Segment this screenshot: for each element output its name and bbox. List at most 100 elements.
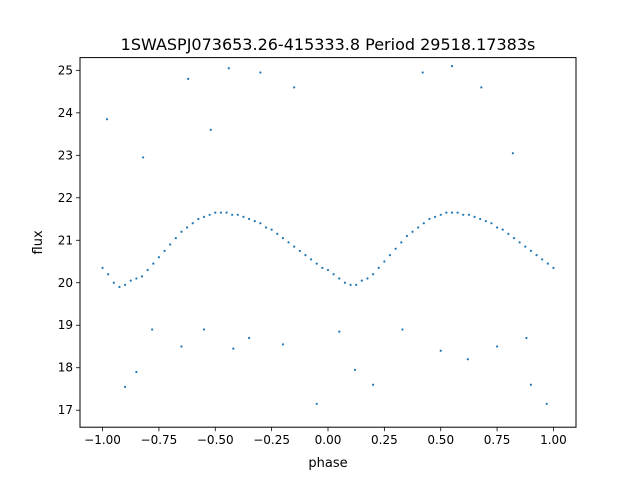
data-point	[450, 211, 454, 214]
data-point	[242, 215, 245, 219]
data-point	[259, 222, 262, 225]
x-tick-label: 0.25	[371, 433, 398, 447]
data-point	[495, 345, 499, 348]
data-point	[123, 385, 127, 388]
data-point	[371, 273, 375, 276]
data-point	[123, 283, 127, 286]
data-point	[187, 77, 190, 80]
data-point	[338, 277, 341, 280]
x-axis-label: phase	[308, 456, 347, 471]
data-point	[152, 262, 155, 265]
y-axis: 17 18 19 20 21 22 23 24 25	[58, 63, 80, 417]
data-point	[535, 254, 538, 257]
data-point	[219, 211, 223, 214]
data-point	[433, 215, 437, 219]
data-point	[518, 241, 521, 244]
data-point	[202, 328, 206, 331]
data-point	[394, 247, 397, 250]
data-point	[439, 213, 442, 216]
data-point	[552, 266, 555, 269]
data-point	[422, 222, 425, 225]
y-tick-label: 25	[58, 63, 73, 77]
data-point	[366, 277, 369, 280]
y-tick-label: 24	[58, 106, 73, 120]
y-tick-label: 17	[58, 403, 73, 417]
data-point	[495, 226, 499, 229]
data-point	[163, 249, 166, 252]
data-point	[264, 226, 268, 229]
data-point	[180, 345, 183, 348]
data-point	[287, 241, 290, 244]
x-tick-label: −0.75	[141, 433, 178, 447]
data-point	[484, 220, 487, 223]
x-tick-label: 0.00	[315, 433, 342, 447]
x-tick-label: −1.00	[84, 433, 121, 447]
data-point	[214, 211, 217, 214]
y-tick-label: 23	[58, 148, 73, 162]
data-point	[208, 213, 211, 216]
data-point	[304, 254, 307, 257]
data-point	[524, 245, 527, 248]
data-point	[428, 217, 431, 221]
data-point	[355, 283, 358, 286]
data-point	[405, 234, 409, 238]
data-point	[507, 232, 510, 235]
data-point	[135, 370, 138, 374]
data-point	[174, 237, 177, 240]
data-point	[338, 330, 341, 333]
data-point	[191, 222, 194, 225]
data-point	[349, 283, 352, 286]
data-point	[401, 328, 404, 331]
data-point	[298, 249, 301, 252]
data-point	[225, 211, 228, 214]
x-tick-label: 0.50	[427, 433, 454, 447]
data-point	[411, 230, 414, 233]
data-point	[473, 215, 476, 219]
data-point	[236, 213, 239, 216]
data-point	[142, 156, 145, 159]
data-point	[511, 152, 514, 155]
data-point	[450, 65, 454, 68]
data-point	[129, 279, 132, 282]
data-point	[315, 402, 318, 405]
data-point	[445, 211, 448, 214]
x-tick-label: −0.50	[197, 433, 234, 447]
chart-title: 1SWASPJ073653.26-415333.8 Period 29518.1…	[121, 35, 536, 54]
x-axis: −1.00 −0.75 −0.50 −0.25 0.00 0.25 0.50 0.75 1.00	[84, 427, 567, 447]
x-tick-label: 1.00	[540, 433, 567, 447]
y-tick-label: 19	[58, 318, 73, 332]
data-point	[501, 228, 504, 231]
data-point	[209, 128, 212, 131]
data-point	[309, 258, 313, 261]
data-point	[169, 243, 172, 246]
data-point	[545, 402, 548, 405]
y-tick-label: 22	[58, 191, 73, 205]
data-point	[353, 368, 357, 371]
data-point	[231, 213, 234, 216]
y-tick-label: 18	[58, 361, 73, 375]
data-point	[479, 217, 482, 221]
data-point	[151, 328, 154, 331]
data-point	[180, 230, 183, 233]
data-point	[546, 262, 549, 265]
data-point	[525, 336, 528, 340]
data-point	[456, 211, 459, 214]
data-point	[101, 266, 104, 269]
data-point	[512, 237, 516, 240]
data-point	[293, 86, 296, 89]
data-point	[140, 275, 144, 278]
data-point	[202, 215, 206, 219]
data-point	[541, 258, 544, 261]
data-point	[281, 237, 285, 240]
x-tick-label: 0.75	[484, 433, 511, 447]
data-point	[321, 266, 324, 269]
data-point	[371, 383, 375, 386]
data-point	[467, 213, 471, 216]
data-point	[480, 86, 483, 89]
data-point	[383, 260, 386, 263]
data-point	[107, 273, 110, 276]
data-point	[232, 347, 235, 350]
data-point	[185, 226, 189, 229]
